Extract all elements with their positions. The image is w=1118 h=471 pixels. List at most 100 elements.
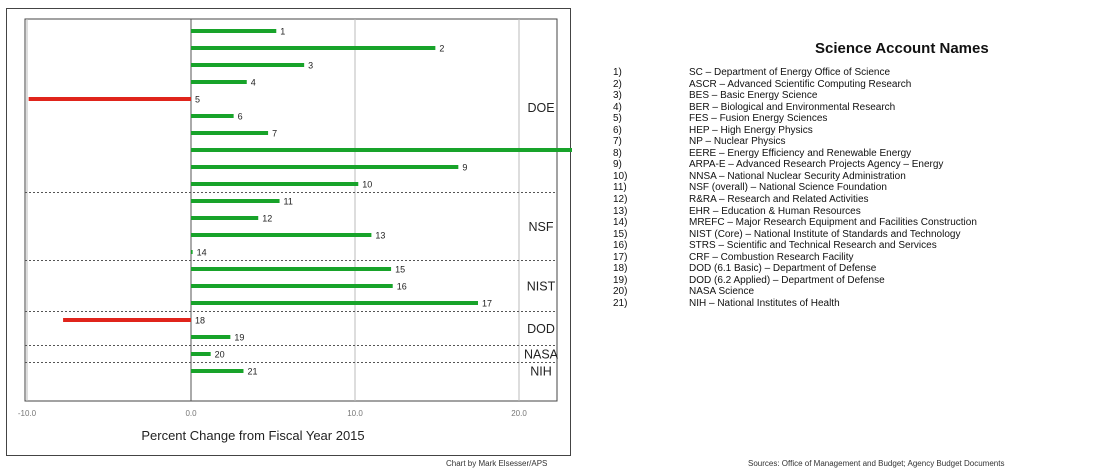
bar [63,318,191,322]
agency-label: NIST [527,280,556,294]
agency-label: NSF [529,220,554,234]
bar [191,131,269,135]
bar [191,267,392,271]
bar [191,148,572,152]
bar [191,199,280,203]
legend-item-text: FES – Fusion Energy Sciences [689,113,828,125]
legend-item-text: NASA Science [689,286,755,298]
legend-item-number: 16) [613,240,628,252]
bar [191,284,393,288]
legend-item-text: NIST (Core) – National Institute of Stan… [689,228,961,240]
bar-number-label: 4 [251,78,256,88]
agency-label: DOE [527,101,554,115]
legend-item-number: 8) [613,147,622,159]
bar-number-label: 21 [247,367,257,377]
legend-item-text: EERE – Energy Efficiency and Renewable E… [689,147,912,159]
bar-number-label: 3 [308,61,313,71]
legend-item-text: BES – Basic Energy Science [689,90,818,102]
legend-item-number: 12) [613,194,628,206]
bar-number-label: 9 [462,163,467,173]
bar [191,335,231,339]
bar [191,46,436,50]
bar-number-label: 18 [195,316,205,326]
legend-item-text: SC – Department of Energy Office of Scie… [689,67,891,78]
x-tick-label: 10.0 [347,409,363,418]
bar-number-label: 13 [375,231,385,241]
legend-item-number: 19) [613,274,628,286]
legend-item-text: R&RA – Research and Related Activities [689,194,869,206]
legend-item-text: HEP – High Energy Physics [689,124,813,136]
bar-number-label: 1 [280,27,285,37]
plot-area [24,18,558,402]
legend-item-text: STRS – Scientific and Technical Research… [689,240,937,252]
legend-item-number: 6) [613,124,622,136]
legend-item-number: 21) [613,297,628,309]
bar-number-label: 6 [238,112,243,122]
x-axis-title: Percent Change from Fiscal Year 2015 [141,428,364,443]
agency-label: DOD [527,322,555,336]
legend-item-number: 4) [613,101,622,113]
bar-chart: -20.0-10.00.010.020.030.040.0DOENSFNISTD… [18,18,572,443]
bar [191,352,211,356]
legend-item-text: NSF (overall) – National Science Foundat… [689,182,887,194]
legend-item-number: 17) [613,251,628,263]
legend-item-number: 9) [613,159,622,171]
legend-item-text: NNSA – National Nuclear Security Adminis… [689,170,906,182]
bar-number-label: 12 [262,214,272,224]
bar [191,369,244,373]
legend-item-text: BER – Biological and Environmental Resea… [689,101,896,113]
bar-number-label: 16 [397,282,407,292]
legend-item-text: NP – Nuclear Physics [689,136,786,148]
legend-item-number: 5) [613,113,622,125]
legend-item-number: 11) [613,182,627,194]
bar-number-label: 11 [284,197,293,207]
bar-number-label: 10 [362,180,372,190]
legend-item-text: MREFC – Major Research Equipment and Fac… [689,217,977,229]
bar [191,182,359,186]
bar [191,63,305,67]
bar [191,80,247,84]
bar-number-label: 14 [197,248,207,258]
agency-label: NASA [524,348,559,362]
legend-item-number: 20) [613,286,628,298]
legend-item-text: NIH – National Institutes of Health [689,297,840,309]
x-tick-label: 0.0 [185,409,197,418]
bar-number-label: 2 [439,44,444,54]
legend-item-number: 13) [613,205,628,217]
x-tick-label: 20.0 [511,409,527,418]
chart-panel: -20.0-10.00.010.020.030.040.0DOENSFNISTD… [6,8,572,456]
chart-credit: Chart by Mark Elsesser/APS [446,459,548,468]
legend-item-number: 1) [613,67,622,78]
bar-number-label: 7 [272,129,277,139]
bar [28,97,191,101]
legend-item-text: CRF – Combustion Research Facility [689,251,854,263]
bar-number-label: 17 [482,299,492,309]
agency-label: NIH [530,365,552,379]
bar-number-label: 5 [195,95,200,105]
legend-item-number: 14) [613,217,628,229]
bar [191,301,478,305]
bar-number-label: 20 [215,350,225,360]
legend-item-number: 15) [613,228,628,240]
legend-item-number: 7) [613,136,622,148]
sources-note: Sources: Office of Management and Budget… [748,459,1005,468]
bar-number-label: 19 [234,333,244,343]
legend-item-text: DOD (6.2 Applied) – Department of Defens… [689,274,885,286]
legend-item-number: 18) [613,263,628,275]
legend-item-text: ARPA-E – Advanced Research Projects Agen… [689,159,944,171]
legend-item-text: DOD (6.1 Basic) – Department of Defense [689,263,877,275]
bar [191,250,193,254]
legend-item-number: 2) [613,78,622,90]
legend-item-number: 3) [613,90,622,102]
bar [191,165,459,169]
bar [191,233,372,237]
x-tick-label: -10.0 [18,409,37,418]
legend-item-text: ASCR – Advanced Scientific Computing Res… [689,78,912,90]
legend-item-number: 10) [613,170,628,182]
bar [191,29,277,33]
legend-title: Science Account Names [815,40,989,57]
bar [191,216,259,220]
bar-number-label: 15 [395,265,405,275]
legend-item-text: EHR – Education & Human Resources [689,205,861,217]
bar [191,114,234,118]
